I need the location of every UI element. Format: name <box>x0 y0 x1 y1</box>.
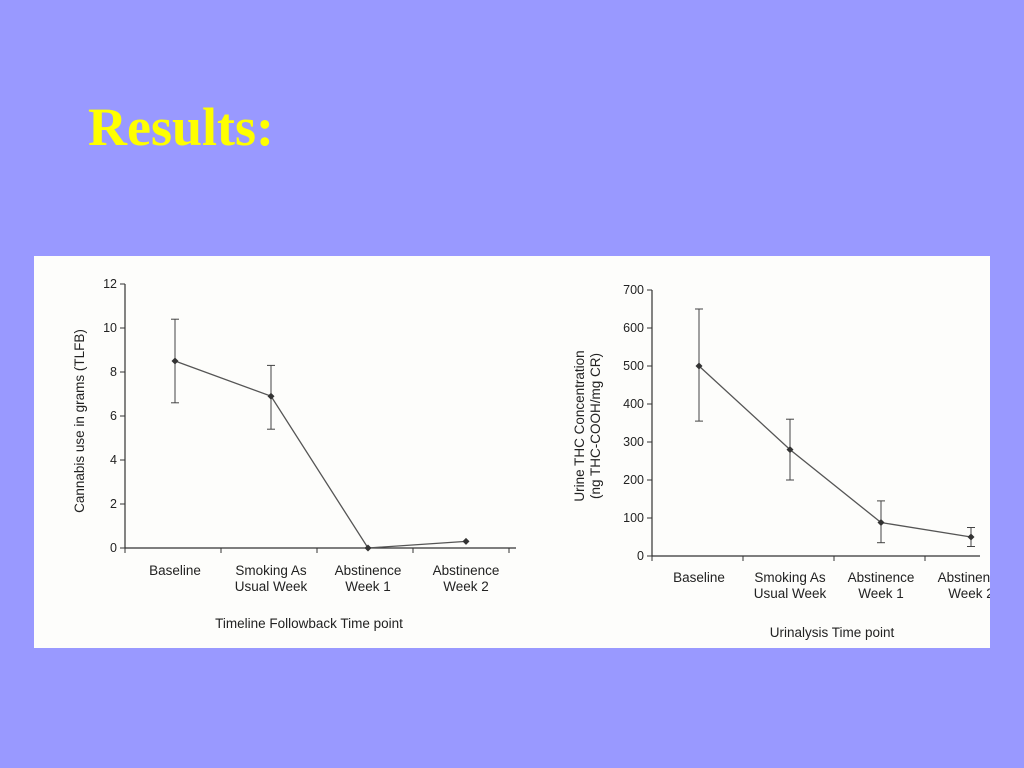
y-tick-label: 4 <box>110 453 117 467</box>
y-tick-label: 300 <box>623 435 644 449</box>
slide-title: Results: <box>88 97 274 157</box>
y-tick-label: 700 <box>623 283 644 297</box>
y-tick-label: 8 <box>110 365 117 379</box>
data-point-marker <box>462 537 470 545</box>
y-tick-label: 500 <box>623 359 644 373</box>
chart-urine-thc: 0 100 200 300 400 500 600 700 Baseline Smoking As… <box>572 283 990 640</box>
y-tick-label: 600 <box>623 321 644 335</box>
x-category-label: Abstinence Week 1 <box>848 570 915 601</box>
y-tick-label: 12 <box>103 277 117 291</box>
data-point-marker <box>695 362 703 370</box>
series-line <box>174 360 467 549</box>
y-tick-label: 10 <box>103 321 117 335</box>
data-point-marker <box>364 544 372 552</box>
y-axis-title: Cannabis use in grams (TLFB) <box>72 329 87 513</box>
data-point-marker <box>171 357 179 365</box>
data-point-marker <box>267 392 275 400</box>
x-axis-title: Urinalysis Time point <box>770 625 895 640</box>
y-axis-title: Urine THC Concentration(ng THC-COOH/mg C… <box>572 350 603 501</box>
y-tick-label: 0 <box>637 549 644 563</box>
y-tick-label: 2 <box>110 497 117 511</box>
x-axis-title: Timeline Followback Time point <box>215 616 403 631</box>
chart-tlfb-cannabis-use: 0 2 4 6 8 10 12 Baseline Smoking As Usual Week Abs… <box>72 277 516 631</box>
data-point-marker <box>786 446 794 454</box>
y-tick-label: 0 <box>110 541 117 555</box>
x-category-label: Baseline <box>673 570 725 585</box>
x-category-label: Smoking As Usual Week <box>754 570 827 601</box>
x-category-label: Abstinence Week 1 <box>335 563 402 594</box>
y-tick-label: 400 <box>623 397 644 411</box>
y-tick-label: 100 <box>623 511 644 525</box>
series-line <box>698 365 972 538</box>
figure-panel: 0 2 4 6 8 10 12 Baseline Smoking As Usual Week Abs… <box>34 256 990 648</box>
y-tick-label: 200 <box>623 473 644 487</box>
data-point-marker <box>877 519 885 527</box>
data-point-marker <box>967 533 975 541</box>
x-category-label: Smoking As Usual Week <box>235 563 308 594</box>
x-category-label: Baseline <box>149 563 201 578</box>
y-tick-label: 6 <box>110 409 117 423</box>
